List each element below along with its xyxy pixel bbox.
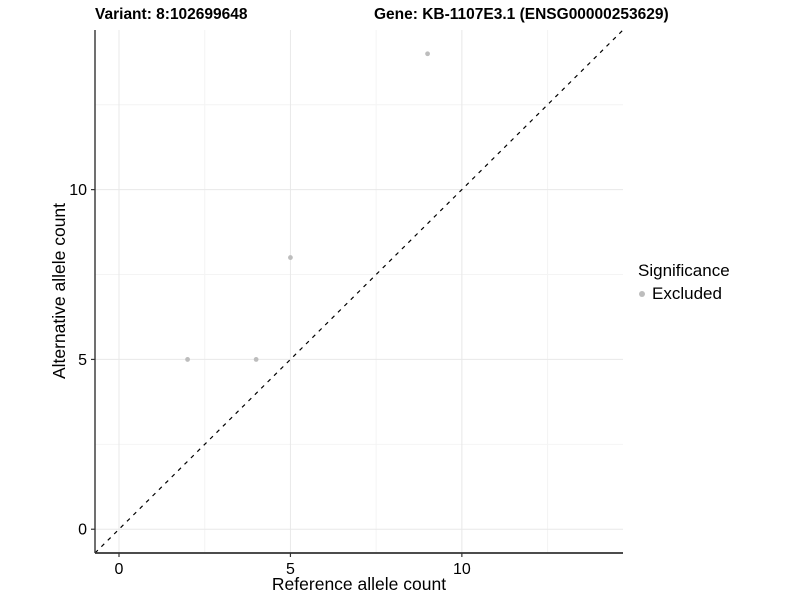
data-point	[185, 357, 190, 362]
plot-title-variant: Variant: 8:102699648	[95, 6, 248, 23]
data-point	[425, 51, 430, 57]
legend-item-label: Excluded	[652, 284, 722, 303]
identity-line	[94, 29, 624, 554]
y-axis-title: Alternative allele count	[49, 202, 69, 380]
legend-point-swatch	[639, 291, 645, 297]
legend-item-excluded: Excluded	[639, 284, 730, 304]
y-tick-label: 10	[69, 182, 87, 199]
legend-title: Significance	[638, 261, 730, 280]
plot-title-gene: Gene: KB-1107E3.1 (ENSG00000253629)	[374, 6, 669, 23]
y-tick-label: 0	[78, 522, 87, 539]
x-tick-label: 10	[453, 561, 471, 578]
data-point	[288, 255, 293, 260]
x-axis-title: Reference allele count	[271, 574, 447, 594]
x-tick-label: 5	[286, 561, 295, 578]
y-tick-label: 5	[78, 352, 87, 369]
legend: Significance Excluded	[638, 261, 730, 304]
data-point	[253, 357, 259, 362]
x-tick-label: 0	[115, 561, 124, 578]
